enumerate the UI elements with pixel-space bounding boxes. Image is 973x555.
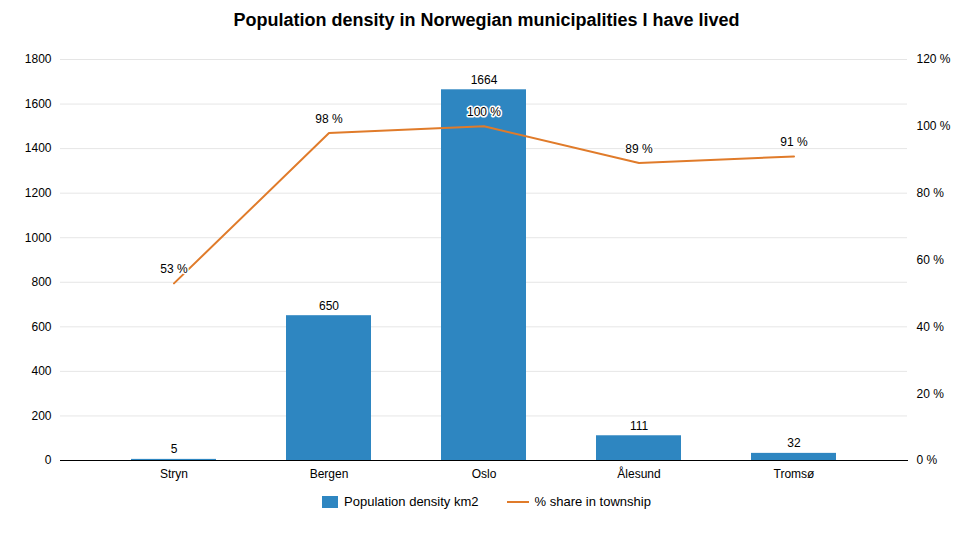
svg-text:1600: 1600 — [25, 97, 52, 111]
svg-text:Tromsø: Tromsø — [774, 467, 816, 481]
svg-text:80 %: 80 % — [917, 186, 945, 200]
html-text:Population density in Norwegia: Population density in Norwegian municipa… — [233, 10, 740, 30]
svg-text:650: 650 — [319, 299, 339, 313]
svg-text:Stryn: Stryn — [160, 467, 188, 481]
svg-text:0 %: 0 % — [917, 453, 938, 467]
svg-text:600: 600 — [31, 320, 51, 334]
svg-text:Bergen: Bergen — [310, 467, 349, 481]
svg-text:100 %: 100 % — [467, 105, 501, 119]
svg-text:800: 800 — [31, 275, 51, 289]
svg-text:120 %: 120 % — [917, 52, 951, 66]
svg-text:111: 111 — [630, 419, 649, 433]
svg-text:20 %: 20 % — [917, 387, 945, 401]
svg-text:5: 5 — [171, 442, 178, 456]
svg-text:1400: 1400 — [25, 141, 52, 155]
svg-text:100 %: 100 % — [917, 119, 951, 133]
svg-text:91 %: 91 % — [780, 135, 808, 149]
html-text:% share in township: % share in township — [534, 494, 651, 509]
svg-text:53 %: 53 % — [160, 262, 188, 276]
svg-text:1664: 1664 — [471, 73, 498, 87]
html-text:Population density km2: Population density km2 — [344, 494, 479, 509]
svg-text:400: 400 — [31, 364, 51, 378]
svg-text:Oslo: Oslo — [472, 467, 497, 481]
svg-text:0: 0 — [45, 453, 52, 467]
svg-text:200: 200 — [31, 409, 51, 423]
svg-text:32: 32 — [787, 436, 801, 450]
svg-text:89 %: 89 % — [625, 142, 653, 156]
svg-text:1200: 1200 — [25, 186, 52, 200]
svg-text:1000: 1000 — [25, 231, 52, 245]
svg-text:40 %: 40 % — [917, 320, 945, 334]
svg-text:60 %: 60 % — [917, 253, 945, 267]
svg-text:Ålesund: Ålesund — [617, 466, 660, 481]
svg-text:1800: 1800 — [25, 52, 52, 66]
svg-text:98 %: 98 % — [315, 112, 343, 126]
